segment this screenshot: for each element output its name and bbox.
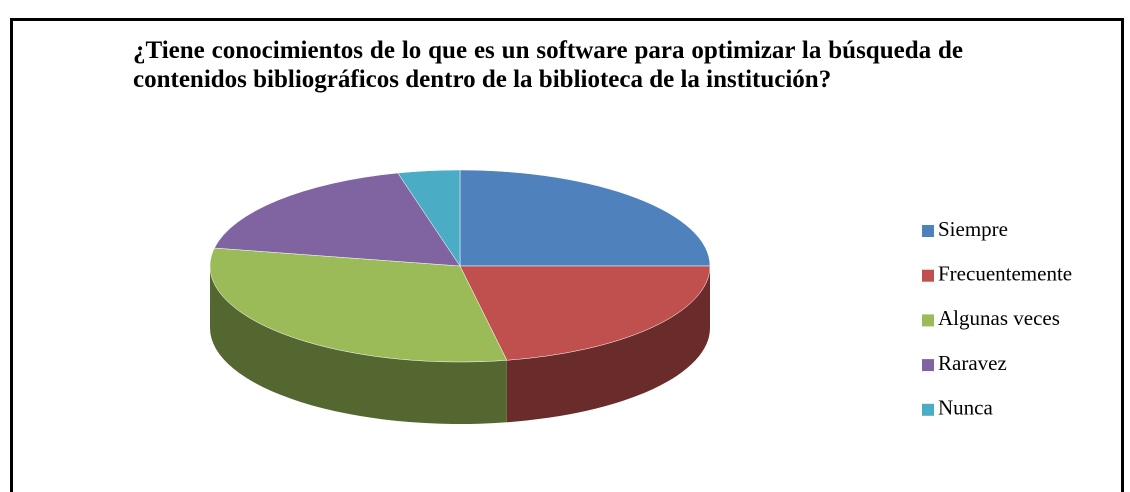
legend-swatch: [922, 225, 934, 237]
legend-label: Raravez: [938, 351, 1007, 375]
chart-frame: [10, 18, 1124, 492]
legend-label: Siempre: [938, 217, 1008, 241]
pie-slice: [459, 265, 711, 361]
legend-swatch: [922, 403, 934, 416]
chart-title: ¿Tiene conocimientos de lo que es un sof…: [133, 37, 963, 93]
legend-label: Frecuentemente: [938, 262, 1072, 286]
legend-label: Algunas veces: [938, 306, 1060, 330]
slice-side: [210, 266, 507, 425]
pie-slice: [459, 169, 711, 267]
legend-label: Nunca: [938, 396, 993, 420]
legend-swatch: [922, 269, 934, 282]
legend-swatch: [922, 314, 934, 327]
pie-slice: [209, 247, 508, 363]
legend-swatch: [922, 359, 934, 372]
pie-slice: [397, 169, 461, 267]
pie-slice: [214, 172, 461, 267]
slice-side: [506, 266, 710, 423]
